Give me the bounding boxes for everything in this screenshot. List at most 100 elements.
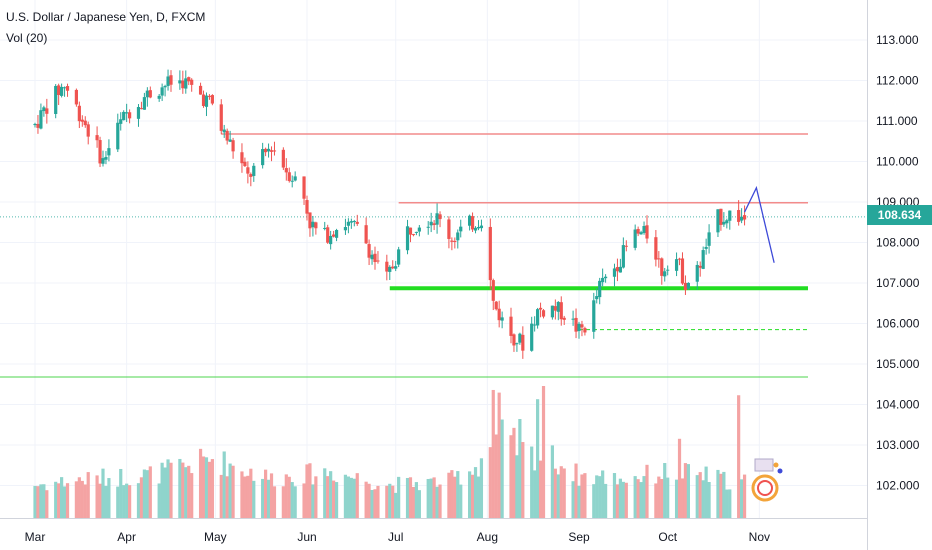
candle-221 <box>686 282 690 289</box>
candle-204 <box>636 228 640 234</box>
projection <box>743 185 775 263</box>
logo-dot-b <box>777 468 783 474</box>
candle-143 <box>456 232 460 241</box>
volume-bar-51 <box>184 467 188 518</box>
candle-113 <box>367 244 371 258</box>
projection-line <box>743 185 775 263</box>
volume-bar-156 <box>494 434 498 518</box>
candle-88 <box>293 176 297 181</box>
volume-bar-227 <box>704 466 708 518</box>
candle-176 <box>553 306 557 311</box>
volume-bar-184 <box>577 485 581 518</box>
volume-bar-98 <box>323 468 327 518</box>
volume-bar-185 <box>580 474 584 518</box>
candle-57 <box>201 94 206 106</box>
volume-bar-85 <box>284 474 288 518</box>
y-tick-label-6: 107.000 <box>876 276 920 290</box>
volume-bar-143 <box>456 471 460 518</box>
candle-79 <box>266 148 271 152</box>
volume-bar-50 <box>181 462 185 518</box>
volume-bar-78 <box>264 469 268 518</box>
x-tick-label-4: Jul <box>388 530 403 544</box>
candle-184 <box>577 323 581 332</box>
candle-213 <box>663 271 667 277</box>
volume-bar-179 <box>562 468 566 518</box>
grid <box>0 0 867 518</box>
volume-bar-211 <box>657 476 661 518</box>
volume-bar-46 <box>169 462 173 518</box>
candle-135 <box>432 223 436 225</box>
volume-bar-31 <box>125 483 129 518</box>
x-tick-label-1: Apr <box>117 530 136 544</box>
candle-94 <box>311 221 315 228</box>
y-tick-label-9: 104.000 <box>876 398 920 412</box>
volume-bar-172 <box>541 386 546 518</box>
volume-bar-137 <box>438 484 442 518</box>
candle-11 <box>65 86 70 91</box>
volume-bar-113 <box>367 483 371 518</box>
candle-30 <box>122 111 126 121</box>
volume-bar-119 <box>385 485 389 518</box>
candle-207 <box>645 225 649 239</box>
volume-bar-126 <box>405 477 410 518</box>
volume-bar-198 <box>618 478 622 518</box>
candle-24 <box>104 156 108 160</box>
candle-228 <box>707 232 711 246</box>
candle-154 <box>488 226 492 281</box>
candle-224 <box>695 264 699 282</box>
candle-39 <box>148 90 152 98</box>
candle-119 <box>385 261 389 272</box>
volume-bar-72 <box>246 475 250 518</box>
candle-56 <box>198 85 203 95</box>
volume-bar-161 <box>509 435 513 518</box>
volume-bar-35 <box>136 483 141 518</box>
candle-120 <box>388 266 392 272</box>
volume-bar-157 <box>497 392 501 518</box>
volume-bar-60 <box>210 459 214 518</box>
y-tick-label-7: 106.000 <box>876 317 920 331</box>
candle-86 <box>287 172 291 181</box>
candle-9 <box>60 86 64 96</box>
candle-191 <box>598 280 602 298</box>
volume-bar-162 <box>512 427 516 518</box>
candle-10 <box>62 87 67 89</box>
candle-121 <box>391 266 395 269</box>
candle-200 <box>624 245 628 247</box>
chart-title: U.S. Dollar / Japanese Yen, D, FXCM <box>6 10 206 24</box>
candle-31 <box>125 112 129 114</box>
x-tick-label-3: Jun <box>297 530 316 544</box>
candle-233 <box>722 221 726 225</box>
volume-bar-206 <box>642 476 646 518</box>
candle-102 <box>334 229 339 238</box>
volume-bar-164 <box>518 419 522 518</box>
volume-bar-151 <box>479 458 484 518</box>
x-tick-label-0: Mar <box>25 530 46 544</box>
volume-bar-154 <box>488 447 492 518</box>
volume-bar-191 <box>598 476 602 518</box>
volume-bar-226 <box>701 480 705 518</box>
volume-bar-123 <box>397 476 401 518</box>
volume-bar-189 <box>592 484 596 518</box>
volume-bar-205 <box>639 482 643 518</box>
volume-bar-22 <box>98 483 102 518</box>
volume-bar-163 <box>515 455 519 518</box>
volume-bar-204 <box>636 479 640 518</box>
candle-2 <box>39 110 43 129</box>
volume-bar-36 <box>139 477 144 518</box>
x-tick-label-2: May <box>204 530 227 544</box>
volume-bar-100 <box>329 471 333 518</box>
candle-7 <box>54 85 58 114</box>
volume-bar-1 <box>36 486 40 518</box>
candle-52 <box>187 77 191 82</box>
volume-bar-49 <box>178 458 182 518</box>
candles <box>33 69 747 359</box>
candle-130 <box>417 227 421 232</box>
candle-72 <box>246 167 250 174</box>
candle-151 <box>479 225 484 229</box>
candle-46 <box>169 75 173 85</box>
candle-196 <box>612 268 617 277</box>
candle-186 <box>583 328 587 333</box>
